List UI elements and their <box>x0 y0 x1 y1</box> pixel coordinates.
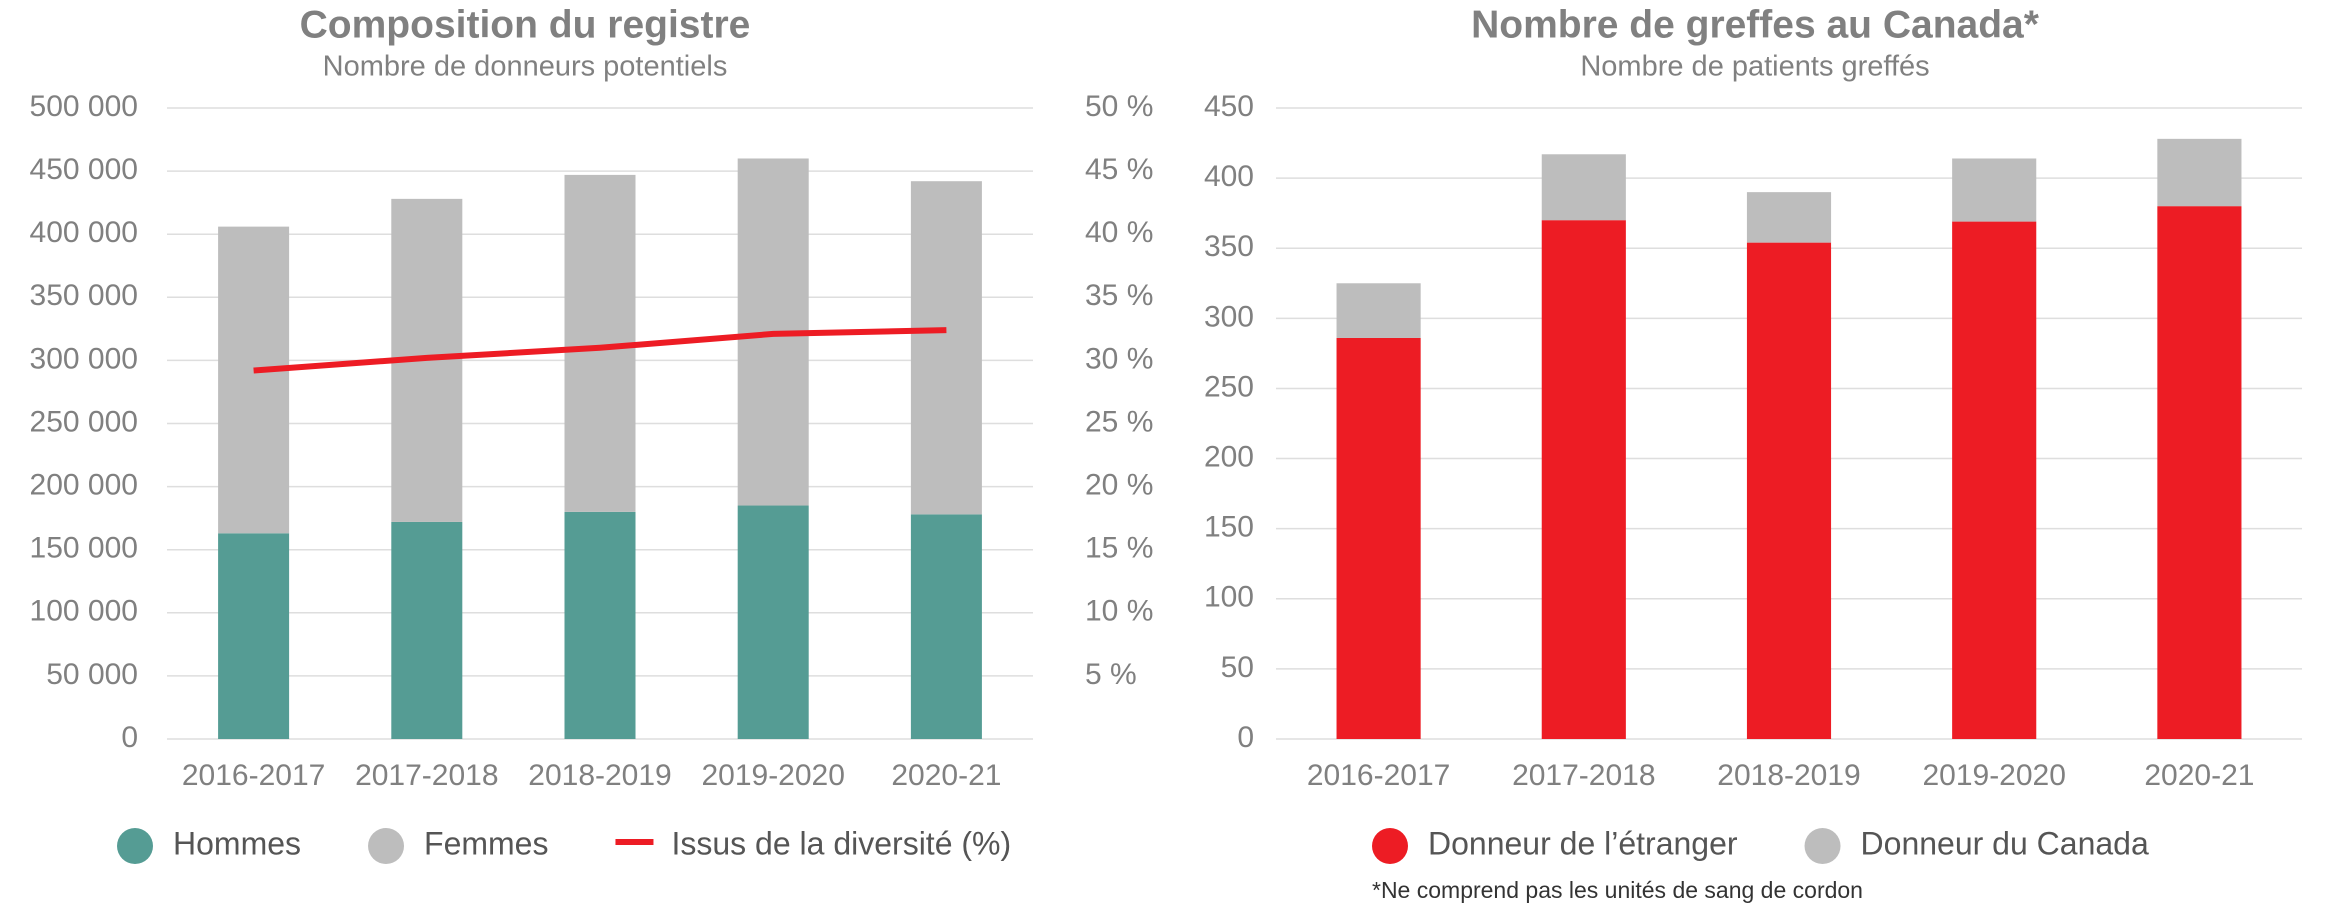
y-tick-label: 250 000 <box>30 405 138 438</box>
y2-tick-label: 40 % <box>1085 216 1153 249</box>
y-tick-label: 150 <box>1204 511 1254 544</box>
legend-label: Donneur de l’étranger <box>1428 825 1738 861</box>
y-tick-label: 350 000 <box>30 279 138 312</box>
bar <box>1952 221 2037 739</box>
y-tick-label: 400 000 <box>30 216 138 249</box>
y-tick-label: 300 000 <box>30 342 138 375</box>
y-tick-label: 450 000 <box>30 153 138 186</box>
y-tick-label: 450 <box>1204 90 1254 123</box>
chart-title: Composition du registre <box>300 3 751 46</box>
y2-tick-label: 5 % <box>1085 658 1137 691</box>
y-tick-label: 50 000 <box>46 658 138 691</box>
legend-label: Femmes <box>424 825 548 861</box>
y-tick-label: 250 <box>1204 370 1254 403</box>
y2-tick-label: 25 % <box>1085 405 1153 438</box>
legend-marker <box>117 828 153 864</box>
legend-marker <box>1804 828 1841 864</box>
bar <box>218 533 290 739</box>
y-tick-label: 200 <box>1204 440 1254 473</box>
bar <box>1541 220 1626 739</box>
footnote: *Ne comprend pas les unités de sang de c… <box>1372 877 1863 903</box>
line <box>253 327 947 374</box>
bar <box>564 511 636 739</box>
y-tick-label: 150 000 <box>30 532 138 565</box>
legend-label: Hommes <box>173 825 301 861</box>
x-tick-label: 2020-21 <box>2144 759 2254 792</box>
x-tick-label: 2020-21 <box>891 759 1001 792</box>
y-tick-label: 100 000 <box>30 595 138 628</box>
bar <box>2157 206 2242 740</box>
x-tick-label: 2017-2018 <box>1512 759 1655 792</box>
x-tick-label: 2016-2017 <box>182 759 325 792</box>
y-tick-label: 50 <box>1221 651 1254 684</box>
legend-marker <box>368 828 405 864</box>
y2-tick-label: 15 % <box>1085 532 1153 565</box>
bar <box>910 514 982 739</box>
bar <box>1746 192 1832 243</box>
y-tick-label: 400 <box>1204 160 1254 193</box>
bar <box>737 505 809 739</box>
y2-tick-label: 45 % <box>1085 153 1153 186</box>
bar <box>1746 242 1832 739</box>
y2-tick-label: 50 % <box>1085 90 1153 123</box>
bar <box>1541 154 1626 221</box>
y2-tick-label: 30 % <box>1085 342 1153 375</box>
bar <box>1336 283 1421 338</box>
bar <box>391 521 463 739</box>
x-tick-label: 2018-2019 <box>1717 759 1860 792</box>
y-tick-label: 350 <box>1204 230 1254 263</box>
legend-marker <box>1372 828 1408 864</box>
x-tick-label: 2019-2020 <box>1922 759 2065 792</box>
x-tick-label: 2018-2019 <box>528 759 671 792</box>
chart-title: Nombre de greffes au Canada* <box>1471 3 2040 46</box>
chart-subtitle: Nombre de donneurs potentiels <box>323 51 728 83</box>
y-tick-label: 300 <box>1204 300 1254 333</box>
y-tick-label: 500 000 <box>30 90 138 123</box>
y2-tick-label: 35 % <box>1085 279 1153 312</box>
y-tick-label: 200 000 <box>30 469 138 502</box>
x-tick-label: 2016-2017 <box>1307 759 1450 792</box>
x-tick-label: 2019-2020 <box>701 759 844 792</box>
y2-tick-label: 20 % <box>1085 469 1153 502</box>
y2-tick-label: 10 % <box>1085 595 1153 628</box>
y-tick-label: 100 <box>1204 581 1254 614</box>
bar <box>910 181 982 515</box>
x-tick-label: 2017-2018 <box>355 759 498 792</box>
bar <box>1336 337 1421 739</box>
y-tick-label: 0 <box>121 721 138 754</box>
legend-label: Donneur du Canada <box>1861 825 2149 861</box>
bar <box>2157 138 2242 207</box>
bar <box>1952 158 2037 222</box>
legend-label: Issus de la diversité (%) <box>671 825 1011 861</box>
chart-subtitle: Nombre de patients greffés <box>1580 51 1929 83</box>
y-tick-label: 0 <box>1237 721 1254 754</box>
bar <box>218 226 290 534</box>
